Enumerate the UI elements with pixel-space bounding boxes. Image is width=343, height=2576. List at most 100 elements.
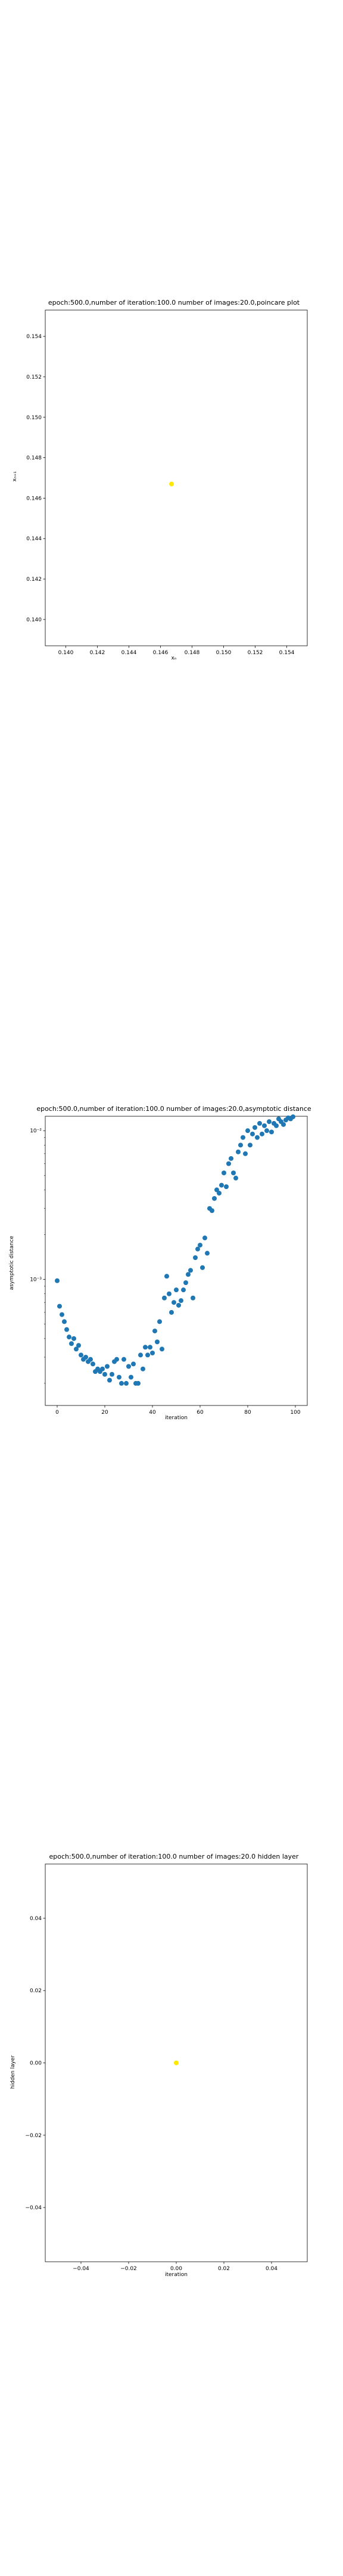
data-point [233, 1175, 238, 1181]
data-point [136, 1380, 141, 1386]
data-point [148, 1345, 152, 1350]
data-point [214, 1187, 219, 1193]
data-point [74, 1346, 79, 1352]
data-point [124, 1380, 129, 1386]
x-axis-label: iteration [165, 2272, 188, 2278]
data-point [117, 1374, 121, 1380]
data-point [102, 1371, 107, 1377]
data-point [88, 1357, 93, 1362]
y-tick-label: −0.04 [25, 2205, 42, 2211]
data-point [250, 1131, 255, 1137]
y-tick-label: 0.154 [26, 334, 42, 340]
data-point [110, 1371, 114, 1377]
data-point [174, 2060, 179, 2066]
data-point [210, 1208, 214, 1213]
data-point [162, 1295, 167, 1301]
chart-title: epoch:500.0,number of iteration:100.0 nu… [49, 1853, 299, 1860]
plot-area: 0.140 0.142 0.144 0.146 0.148 0.150 0.152 0.154… [26, 309, 308, 656]
x-tick-label: −0.04 [73, 2266, 89, 2272]
data-point [126, 1364, 131, 1369]
data-point [241, 1135, 245, 1140]
data-point [231, 1171, 236, 1176]
data-point [131, 1361, 136, 1367]
data-point [191, 1295, 195, 1301]
x-tick-label: 0.04 [266, 2266, 277, 2272]
data-point [205, 1250, 210, 1256]
x-axis-label: xₙ [172, 655, 177, 661]
hidden-layer-svg: epoch:500.0,number of iteration:100.0 nu… [10, 1853, 308, 2278]
axes-frame [45, 309, 308, 646]
y-tick-label: 0.146 [26, 496, 42, 501]
data-point [150, 1350, 155, 1355]
poincare-plot-svg: epoch:500.0,number of iteration:100.0 nu… [12, 299, 308, 661]
chart-title: epoch:500.0,number of iteration:100.0 nu… [48, 299, 300, 306]
x-tick-label: 60 [197, 1410, 204, 1416]
data-point [248, 1143, 252, 1148]
x-tick-label: 40 [149, 1410, 156, 1416]
data-point [138, 1352, 143, 1358]
data-point [164, 1274, 169, 1279]
y-tick-label: 0.142 [26, 577, 42, 583]
data-point [183, 1280, 188, 1286]
x-tick-label: 100 [290, 1410, 300, 1416]
data-point [152, 1329, 157, 1334]
x-tick-label: 0.152 [248, 650, 263, 656]
data-point [238, 1143, 243, 1148]
x-tick-label: 0.148 [185, 650, 200, 656]
x-tick-label: 0 [55, 1410, 59, 1416]
data-point [176, 1302, 181, 1308]
data-point [60, 1312, 64, 1317]
data-point [91, 1361, 95, 1367]
y-tick-label: 0.02 [30, 1988, 42, 1994]
x-tick-label: 0.144 [121, 650, 137, 656]
data-point [179, 1298, 183, 1304]
x-tick-label: 20 [101, 1410, 108, 1416]
data-point [76, 1343, 81, 1348]
data-point [157, 1319, 162, 1324]
x-tick-label: 0.02 [218, 2266, 230, 2272]
data-point [222, 1171, 226, 1176]
data-point [62, 1319, 67, 1324]
x-tick-label: 0.154 [279, 650, 295, 656]
data-point [200, 1265, 205, 1270]
y-tick-label: −0.02 [25, 2133, 42, 2139]
y-tick-label: 0.152 [26, 374, 42, 380]
data-point [55, 1278, 60, 1283]
data-point [129, 1374, 133, 1380]
data-point [195, 1246, 200, 1252]
data-point [121, 1357, 126, 1362]
data-point [243, 1151, 248, 1156]
y-tick-label: 0.150 [26, 415, 42, 421]
data-point [69, 1341, 74, 1346]
data-point [262, 1123, 267, 1128]
data-point [198, 1243, 202, 1248]
data-point [274, 1123, 279, 1128]
data-point [269, 1129, 274, 1135]
data-point [145, 1352, 150, 1358]
data-point [79, 1352, 83, 1358]
y-tick-label: 0.144 [26, 536, 42, 542]
y-axis-label: xₙ₊₁ [12, 471, 18, 482]
plot-area: 0 20 40 60 80 100 10⁻³ 10⁻² [30, 1114, 308, 1416]
y-tick-label: 0.00 [30, 2061, 42, 2067]
data-point [257, 1120, 262, 1126]
poincare-chart: epoch:500.0,number of iteration:100.0 nu… [0, 239, 343, 668]
axes-frame [45, 1116, 308, 1406]
x-tick-label: 0.142 [90, 650, 105, 656]
y-tick-label: 0.148 [26, 456, 42, 462]
x-tick-label: 80 [244, 1410, 251, 1416]
data-point [281, 1122, 286, 1127]
x-tick-label: 0.150 [216, 650, 232, 656]
chart-title: epoch:500.0,number of iteration:100.0 nu… [36, 1105, 311, 1113]
data-point [229, 1156, 233, 1161]
data-point [119, 1380, 124, 1386]
data-point [167, 1291, 172, 1296]
data-point [186, 1272, 191, 1277]
data-point [71, 1336, 76, 1341]
data-point [264, 1128, 269, 1134]
x-tick-label: 0.146 [153, 650, 169, 656]
data-point [212, 1196, 217, 1201]
data-point [169, 1309, 174, 1315]
y-tick-label: 0.04 [30, 1916, 42, 1922]
data-point [217, 1190, 222, 1196]
